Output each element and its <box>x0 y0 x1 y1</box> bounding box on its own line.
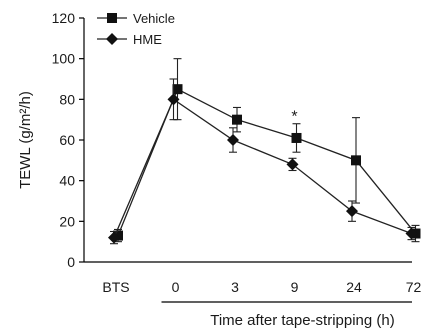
data-point <box>108 231 120 244</box>
series-line <box>117 88 417 236</box>
series-line <box>113 98 412 238</box>
x-tick-label: 3 <box>231 279 239 295</box>
x-tick-label: 24 <box>346 279 362 295</box>
x-tick-label: 72 <box>406 279 422 295</box>
data-point <box>227 134 239 146</box>
series-vehicle <box>113 58 421 243</box>
y-tick-label: 20 <box>59 213 75 229</box>
series-layer <box>108 58 421 245</box>
data-point <box>351 155 361 166</box>
series-hme <box>108 78 418 245</box>
data-point <box>286 158 299 171</box>
significance-marker: * <box>291 109 297 126</box>
data-point <box>172 84 183 95</box>
y-tick-label: 100 <box>52 51 76 67</box>
x-tick-label: 0 <box>172 279 180 295</box>
legend-marker <box>106 33 118 45</box>
legend-label: HME <box>133 32 162 47</box>
y-tick-label: 40 <box>59 173 75 189</box>
data-point <box>232 114 242 125</box>
legend-label: Vehicle <box>133 11 175 26</box>
legend-item: Vehicle <box>97 11 175 26</box>
data-point <box>167 93 180 106</box>
legend-item: HME <box>97 32 162 47</box>
y-tick-label: 120 <box>52 10 76 26</box>
data-point <box>291 132 302 143</box>
legend-marker <box>107 13 117 23</box>
axes <box>83 18 412 263</box>
x-tick-label: BTS <box>102 279 129 295</box>
y-tick-label: 60 <box>59 132 75 148</box>
data-point <box>405 227 418 240</box>
x-axis-title: Time after tape-stripping (h) <box>210 312 395 329</box>
legend: Vehicle HME <box>97 11 175 47</box>
y-tick-label: 0 <box>67 254 75 270</box>
data-point <box>346 205 358 218</box>
annotations: * <box>291 109 297 126</box>
y-tick-label: 80 <box>59 91 75 107</box>
y-axis-ticks: 0 20 40 60 80 100 120 <box>52 10 84 270</box>
y-axis-title: TEWL (g/m²/h) <box>17 91 34 189</box>
x-tick-label: 9 <box>291 279 299 295</box>
x-axis-ticks: BTS 0 3 9 24 72 <box>102 279 421 295</box>
data-point <box>113 230 123 241</box>
